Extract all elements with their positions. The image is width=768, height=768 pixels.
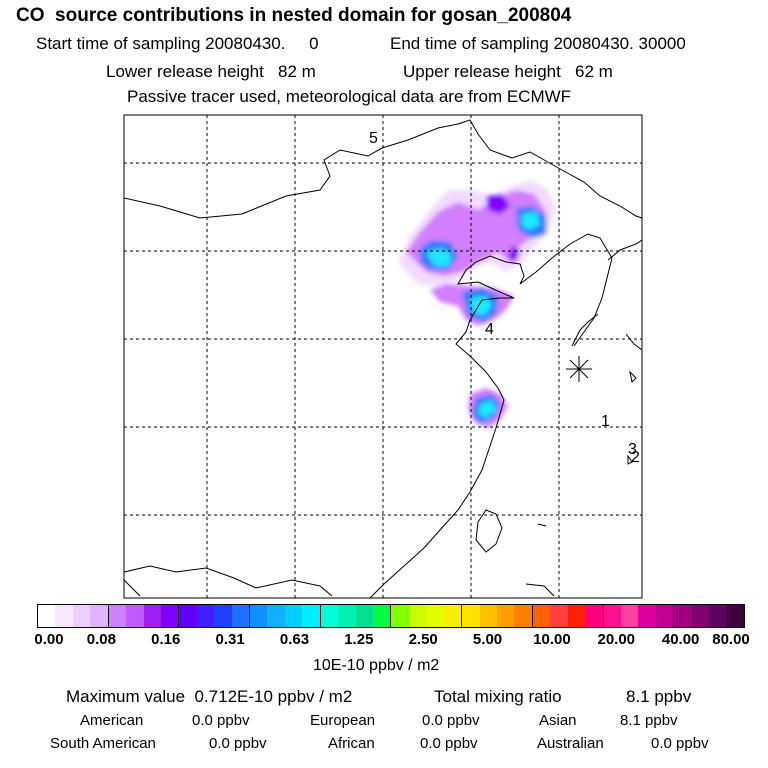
colorbar-segment: [655, 605, 675, 627]
colorbar-segment: [391, 605, 409, 627]
colorbar-segment: [550, 605, 568, 627]
map-frame: [123, 114, 643, 599]
colorbar-segment: [496, 605, 515, 627]
colorbar-segment: [284, 605, 303, 627]
colorbar-segment: [214, 605, 232, 627]
colorbar-segment: [108, 605, 127, 627]
colorbar-segment: [638, 605, 656, 627]
region-american-value: 0.0 ppbv: [192, 712, 250, 729]
point-label-3: 3: [628, 441, 637, 458]
tracer-note: Passive tracer used, meteorological data…: [127, 87, 572, 106]
concentration-plume: [398, 180, 556, 428]
colorbar-segment: [462, 605, 480, 627]
colorbar-tick-label: 10.00: [533, 631, 571, 648]
total-mixing-ratio-value: 8.1 ppbv: [626, 687, 692, 706]
point-label-5: 5: [369, 130, 378, 147]
region-south-american-value: 0.0 ppbv: [209, 735, 267, 752]
region-european-value: 0.0 ppbv: [422, 712, 480, 729]
region-australian-value: 0.0 ppbv: [651, 735, 709, 752]
colorbar-tick-label: 20.00: [597, 631, 636, 648]
colorbar-segment: [231, 605, 251, 627]
colorbar-segment: [38, 605, 56, 627]
upper-release-height: Upper release height 62 m: [403, 62, 613, 81]
colorbar-segment: [443, 605, 463, 627]
colorbar-segment: [514, 605, 533, 627]
region-south-american-name: South American: [50, 735, 156, 752]
colorbar-segment: [320, 605, 339, 627]
colorbar-segment: [179, 605, 197, 627]
colorbar-segment: [250, 605, 268, 627]
colorbar-tick-label: 0.63: [279, 631, 310, 648]
colorbar-segment: [55, 605, 73, 627]
colorbar-segment: [302, 605, 321, 627]
colorbar-tick-label: 5.00: [472, 631, 503, 648]
colorbar-segment: [674, 605, 692, 627]
colorbar-tick-label: 40.00: [661, 631, 700, 648]
region-australian-name: Australian: [537, 735, 604, 752]
lat-lon-grid: [124, 115, 642, 598]
end-time: End time of sampling 20080430. 30000: [390, 34, 686, 53]
region-asian-name: Asian: [539, 712, 577, 729]
colorbar-tick-label: 80.00: [712, 631, 750, 648]
receptor-marker-icon: [566, 356, 592, 382]
colorbar-unit: 10E-10 ppbv / m2: [313, 657, 440, 674]
region-african-value: 0.0 ppbv: [420, 735, 478, 752]
colorbar-tick-label: 2.50: [408, 631, 438, 648]
colorbar-segment: [267, 605, 285, 627]
colorbar-segment: [338, 605, 356, 627]
region-american-name: American: [80, 712, 144, 729]
colorbar-segment: [709, 605, 727, 627]
colorbar-segment: [603, 605, 621, 627]
point-label-1: 1: [601, 413, 610, 430]
colorbar-segment: [532, 605, 551, 627]
colorbar-segment: [426, 605, 444, 627]
colorbar-segment: [408, 605, 427, 627]
colorbar-segment: [72, 605, 91, 627]
colorbar-segment: [567, 605, 586, 627]
region-european-name: European: [310, 712, 376, 729]
colorbar-segment: [355, 605, 374, 627]
maximum-value: Maximum value 0.712E-10 ppbv / m2: [66, 687, 353, 706]
colorbar-tick-label: 0.00: [34, 631, 64, 648]
colorbar-segment: [143, 605, 161, 627]
colorbar-tick-label: 0.31: [215, 631, 245, 648]
colorbar-segment: [196, 605, 215, 627]
colorbar-segment: [90, 605, 109, 627]
colorbar-segment: [691, 605, 710, 627]
point-label-4: 4: [485, 321, 494, 338]
colorbar-segment: [160, 605, 180, 627]
colorbar: [37, 604, 745, 628]
start-time: Start time of sampling 20080430. 0: [36, 34, 319, 53]
region-asian-value: 8.1 ppbv: [620, 712, 678, 729]
colorbar-tick-label: 0.08: [86, 631, 116, 648]
colorbar-segment: [726, 605, 744, 627]
lower-release-height: Lower release height 82 m: [106, 62, 316, 81]
colorbar-tick-label: 1.25: [344, 631, 374, 648]
colorbar-segment: [585, 605, 604, 627]
source-contribution-map: 5 4 1 3 2: [123, 114, 643, 599]
colorbar-segment: [373, 605, 392, 627]
point-label-2: 2: [631, 449, 640, 466]
colorbar-segment: [126, 605, 144, 627]
colorbar-tick-label: 0.16: [151, 631, 181, 648]
total-mixing-ratio-label: Total mixing ratio: [434, 687, 562, 706]
page-title: CO source contributions in nested domain…: [16, 5, 572, 26]
colorbar-segment: [479, 605, 497, 627]
region-african-name: African: [328, 735, 375, 752]
coastline: [124, 119, 642, 598]
colorbar-segment: [620, 605, 639, 627]
